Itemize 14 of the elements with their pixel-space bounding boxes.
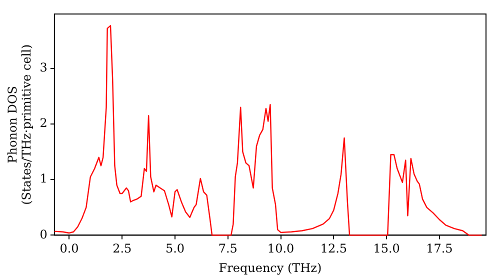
x-tick-label: 7.5 bbox=[218, 242, 238, 256]
y-tick-label: 2 bbox=[40, 116, 48, 130]
x-tick-label: 10.0 bbox=[267, 242, 294, 256]
y-tick-label: 0 bbox=[40, 227, 48, 242]
y-tick-label: 3 bbox=[40, 60, 48, 75]
x-tick-label: 15.0 bbox=[373, 242, 400, 256]
x-tick-label: 2.5 bbox=[112, 242, 132, 256]
y-tick-label: 1 bbox=[40, 172, 48, 186]
x-axis-title: Frequency (THz) bbox=[218, 260, 322, 275]
y-axis-title: Phonon DOS (States/THz·primitive cell) bbox=[5, 44, 34, 205]
x-tick-label: 12.5 bbox=[320, 242, 348, 256]
x-tick-label: 0.0 bbox=[60, 242, 79, 256]
x-tick-label: 17.5 bbox=[426, 242, 453, 256]
x-tick-label: 5.0 bbox=[165, 242, 185, 256]
